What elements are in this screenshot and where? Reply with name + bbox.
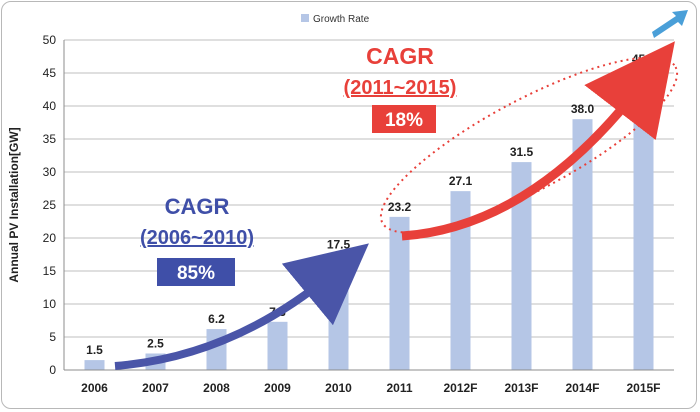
y-tick-label: 25 — [43, 198, 57, 212]
cagr-2-title: CAGR — [366, 43, 434, 69]
bar — [572, 119, 593, 370]
cyan-trend-arrow-icon — [652, 10, 688, 38]
y-tick-label: 45 — [43, 66, 57, 80]
legend-label: Growth Rate — [313, 14, 370, 25]
y-tick-label: 10 — [43, 297, 57, 311]
y-axis-ticks: 0 5 10 15 20 25 30 35 40 45 50 — [43, 33, 57, 377]
cagr-2-rate: 18% — [385, 110, 423, 131]
blue-growth-arrow — [114, 243, 369, 370]
y-tick-label: 40 — [43, 99, 57, 113]
data-label: 31.5 — [510, 145, 534, 159]
data-label: 27.1 — [449, 174, 473, 188]
x-tick-label: 2011 — [386, 381, 412, 395]
bar — [511, 162, 532, 370]
y-tick-label: 20 — [43, 231, 57, 245]
data-label: 6.2 — [208, 312, 225, 326]
y-tick-label: 15 — [43, 264, 57, 278]
x-tick-label: 2009 — [264, 381, 291, 395]
x-tick-label: 2007 — [142, 381, 169, 395]
y-tick-label: 50 — [43, 33, 57, 47]
bar — [84, 360, 105, 370]
x-tick-label: 2008 — [203, 381, 230, 395]
bar — [267, 321, 288, 370]
y-tick-label: 5 — [49, 330, 56, 344]
legend-swatch — [301, 14, 309, 22]
y-tick-label: 0 — [49, 363, 56, 377]
x-tick-label: 2012F — [443, 381, 477, 395]
bar — [450, 191, 471, 370]
cagr-1-title: CAGR — [165, 194, 230, 219]
bar — [389, 216, 410, 370]
x-tick-label: 2014F — [565, 381, 599, 395]
red-growth-arrow — [401, 41, 675, 241]
y-axis-label: Annual PV Installation[GW] — [7, 127, 21, 282]
cagr-2-rate-box — [372, 105, 436, 133]
cagr-1-rate: 85% — [177, 263, 215, 284]
data-label: 17.5 — [327, 238, 351, 252]
data-label: 1.5 — [86, 343, 103, 357]
x-tick-label: 2010 — [325, 381, 352, 395]
y-tick-label: 35 — [43, 132, 57, 146]
x-tick-label: 2006 — [81, 381, 108, 395]
bars — [84, 69, 654, 370]
y-tick-label: 30 — [43, 165, 57, 179]
data-label: 38.0 — [571, 102, 595, 116]
x-axis-ticks: 2006 2007 2008 2009 2010 2011 2012F 2013F 2014F 2… — [81, 381, 660, 395]
data-label: 23.2 — [388, 200, 412, 214]
cagr-1-rate-box — [157, 258, 235, 286]
x-tick-label: 2015F — [626, 381, 660, 395]
bar — [633, 69, 654, 370]
cagr-1-period: (2006~2010) — [140, 227, 254, 249]
data-label: 45.6 — [632, 52, 656, 66]
bar — [328, 254, 349, 370]
cagr-2-period: (2011~2015) — [344, 77, 457, 99]
data-label: 2.5 — [147, 337, 164, 351]
x-tick-label: 2013F — [504, 381, 538, 395]
